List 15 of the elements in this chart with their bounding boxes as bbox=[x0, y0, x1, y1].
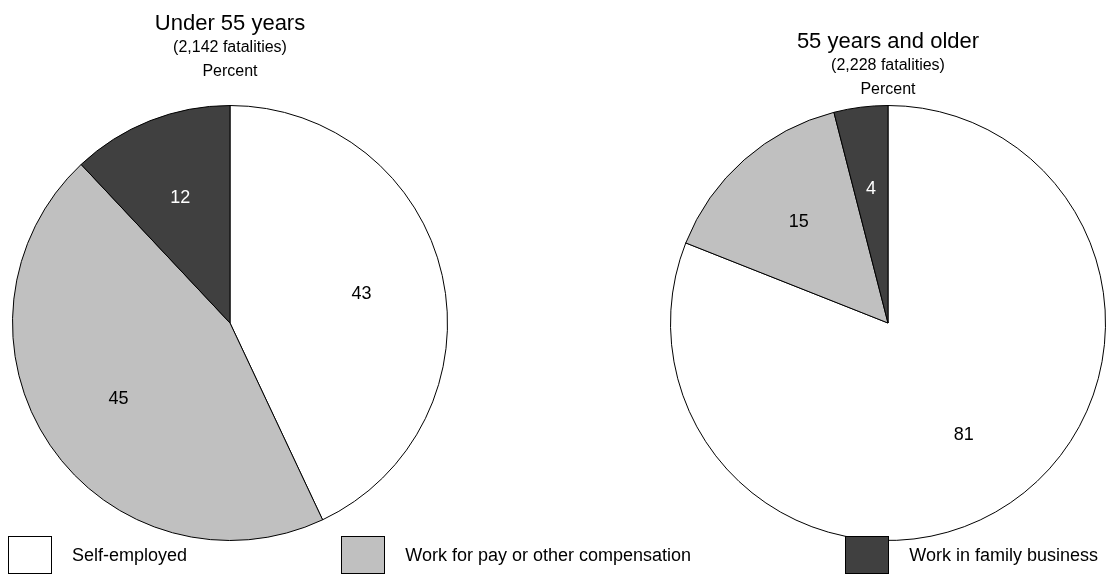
legend-label: Self-employed bbox=[72, 544, 188, 566]
data-label: 81 bbox=[953, 423, 974, 444]
data-label: 12 bbox=[170, 186, 191, 207]
data-label: 43 bbox=[351, 282, 372, 303]
chart-title: Under 55 years bbox=[153, 10, 307, 36]
data-label: 45 bbox=[108, 387, 129, 408]
data-label: 15 bbox=[788, 210, 809, 231]
chart-subtitle: (2,142 fatalities) bbox=[172, 37, 288, 57]
legend-label: Work for pay or other compensation bbox=[405, 544, 692, 566]
text: Percent bbox=[201, 61, 259, 81]
chart-subtitle: (2,228 fatalities) bbox=[830, 55, 946, 75]
legend-label: Work in family business bbox=[909, 544, 1098, 566]
text: Percent bbox=[859, 79, 917, 99]
data-label: 4 bbox=[866, 178, 877, 199]
chart-title: 55 years and older bbox=[795, 28, 981, 54]
